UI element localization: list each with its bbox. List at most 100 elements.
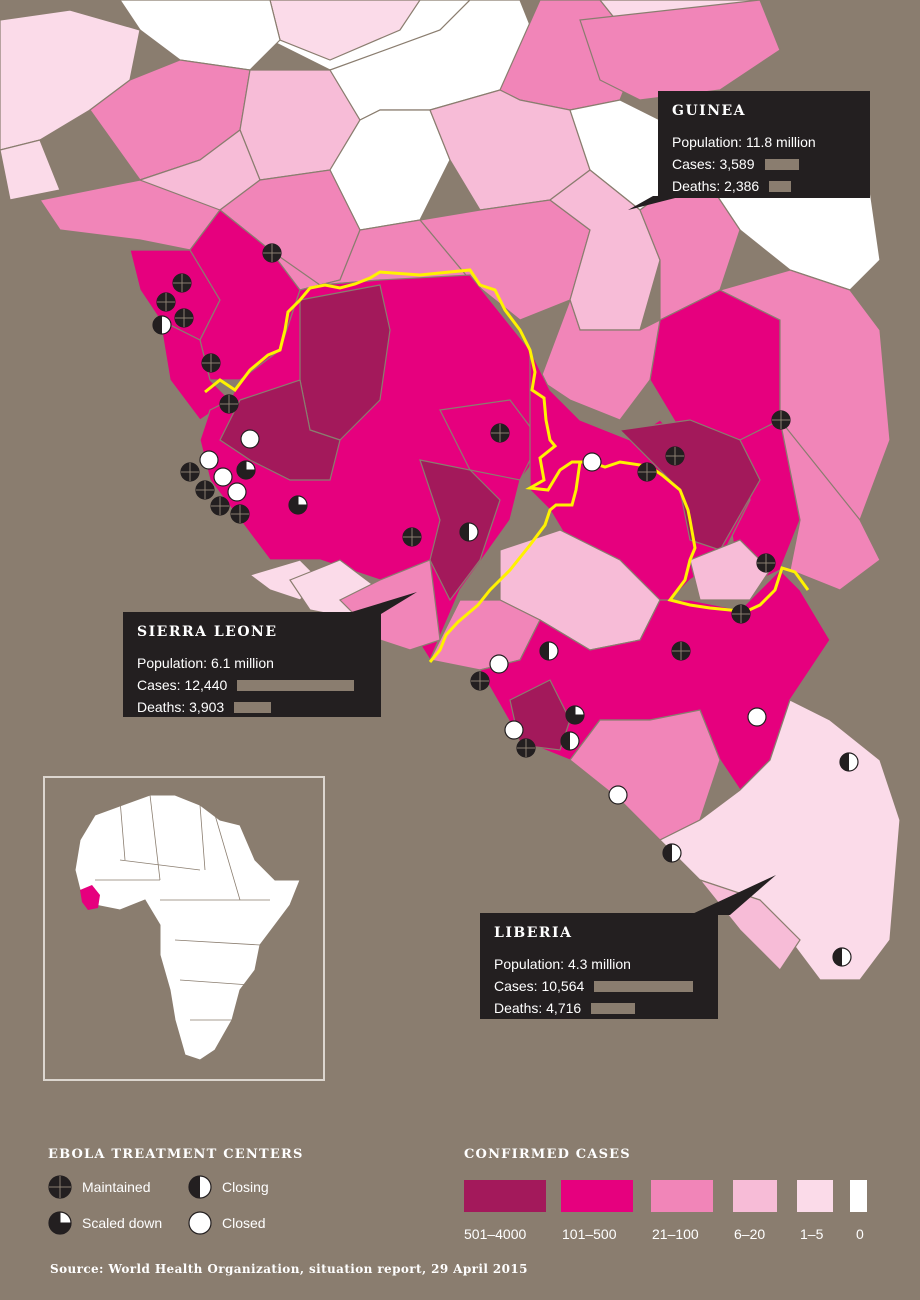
- treatment-center-closed: [747, 707, 767, 727]
- country-name: SIERRA LEONE: [137, 624, 278, 640]
- treatment-center-scaled-down: [288, 495, 308, 515]
- treatment-center-maintained: [470, 671, 490, 691]
- deaths-row: Deaths: 3,903: [137, 696, 367, 718]
- treatment-center-maintained: [219, 394, 239, 414]
- africa-continent: [74, 794, 301, 1061]
- treatment-legend-title: EBOLA TREATMENT CENTERS: [48, 1147, 304, 1162]
- swatch-6-20: [733, 1180, 777, 1212]
- treatment-center-maintained: [637, 462, 657, 482]
- population-row: Population: 11.8 million: [672, 134, 816, 150]
- maintained-icon-graphic: [48, 1175, 72, 1199]
- maintained-icon: [48, 1175, 82, 1199]
- legend-label: Maintained: [82, 1179, 151, 1195]
- treatment-center-maintained: [490, 423, 510, 443]
- legend-scaled-down: Scaled down: [48, 1211, 162, 1235]
- deaths-bar: [234, 701, 272, 713]
- treatment-center-closed: [213, 467, 233, 487]
- guinea-callout: GUINEA Population: 11.8 million Cases: 3…: [658, 91, 870, 198]
- treatment-center-closing: [188, 1175, 212, 1199]
- treatment-center-closing: [832, 947, 852, 967]
- treatment-center-maintained: [48, 1175, 72, 1199]
- treatment-center-maintained: [156, 292, 176, 312]
- cases-bar: [764, 158, 799, 170]
- district: [119, 0, 281, 71]
- liberia-callout-pointer: [690, 875, 776, 915]
- swatch-501-4000: [464, 1180, 546, 1212]
- country-name: LIBERIA: [494, 925, 573, 941]
- district: [689, 539, 771, 601]
- guinea-districts: [0, 0, 891, 591]
- district: [569, 709, 721, 841]
- bin-label: 6–20: [734, 1226, 766, 1242]
- country-border-line: [204, 268, 810, 614]
- bin-label: 0: [856, 1226, 864, 1242]
- treatment-center-closed: [504, 720, 524, 740]
- bin-label: 1–5: [800, 1226, 824, 1242]
- treatment-center-closed: [582, 452, 602, 472]
- cases-label: Cases: 12,440: [137, 677, 228, 693]
- liberia-districts: [429, 349, 901, 981]
- treatment-center-maintained: [230, 504, 250, 524]
- country-name: GUINEA: [672, 103, 747, 119]
- legend-label: Closed: [222, 1215, 266, 1231]
- deaths-row: Deaths: 2,386: [672, 175, 856, 197]
- treatment-center-closing: [839, 752, 859, 772]
- treatment-center-maintained: [195, 480, 215, 500]
- treatment-center-maintained: [665, 446, 685, 466]
- africa-country-borders: [95, 794, 270, 1021]
- treatment-center-maintained: [516, 738, 536, 758]
- district: [138, 129, 261, 211]
- cases-bar: [594, 980, 694, 992]
- closed-icon-graphic: [188, 1211, 212, 1235]
- treatment-center-maintained: [201, 353, 221, 373]
- treatment-center-closing: [662, 843, 682, 863]
- treatment-center-scaled-down: [236, 460, 256, 480]
- sierra-leone-callout: SIERRA LEONE Population: 6.1 million Cas…: [123, 612, 381, 717]
- swatch-21-100: [651, 1180, 713, 1212]
- deaths-bar: [769, 180, 792, 192]
- scaled-down-icon-graphic: [48, 1211, 72, 1235]
- liberia-callout: LIBERIA Population: 4.3 million Cases: 1…: [480, 913, 718, 1019]
- bin-label: 21–100: [652, 1226, 699, 1242]
- deaths-label: Deaths: 4,716: [494, 1000, 582, 1016]
- deaths-label: Deaths: 3,903: [137, 699, 225, 715]
- deaths-bar: [591, 1002, 636, 1014]
- treatment-center-closing: [539, 641, 559, 661]
- treatment-center-maintained: [172, 273, 192, 293]
- legend-label: Closing: [222, 1179, 269, 1195]
- scaled-down-icon: [48, 1211, 82, 1235]
- treatment-center-closing: [152, 315, 172, 335]
- treatment-center-maintained: [402, 527, 422, 547]
- population-row: Population: 6.1 million: [137, 655, 274, 671]
- treatment-center-maintained: [262, 243, 282, 263]
- deaths-label: Deaths: 2,386: [672, 178, 760, 194]
- swatch-1-5: [797, 1180, 833, 1212]
- treatment-center-scaled-down: [565, 705, 585, 725]
- cases-legend-title: CONFIRMED CASES: [464, 1147, 631, 1162]
- treatment-center-closing: [560, 731, 580, 751]
- cases-label: Cases: 10,564: [494, 978, 585, 994]
- closed-icon: [188, 1211, 222, 1235]
- treatment-center-closed: [489, 654, 509, 674]
- treatment-center-maintained: [731, 604, 751, 624]
- africa-inset: [43, 776, 325, 1081]
- bin-label: 101–500: [562, 1226, 617, 1242]
- treatment-center-maintained: [671, 641, 691, 661]
- legend-label: Scaled down: [82, 1215, 163, 1231]
- cases-label: Cases: 3,589: [672, 156, 755, 172]
- treatment-center-closed: [608, 785, 628, 805]
- cases-bar: [237, 679, 355, 691]
- treatment-center-maintained: [210, 496, 230, 516]
- cases-row: Cases: 10,564: [494, 975, 704, 997]
- deaths-row: Deaths: 4,716: [494, 997, 704, 1019]
- treatment-center-closed: [227, 482, 247, 502]
- treatment-center-closed: [199, 450, 219, 470]
- district: [779, 419, 881, 591]
- treatment-center-markers: [152, 243, 859, 967]
- legend-closing: Closing: [188, 1175, 269, 1199]
- source-note: Source: World Health Organization, situa…: [50, 1262, 528, 1276]
- district: [0, 139, 61, 201]
- treatment-center-scaled-down: [48, 1211, 72, 1235]
- country-border-line: [428, 461, 582, 663]
